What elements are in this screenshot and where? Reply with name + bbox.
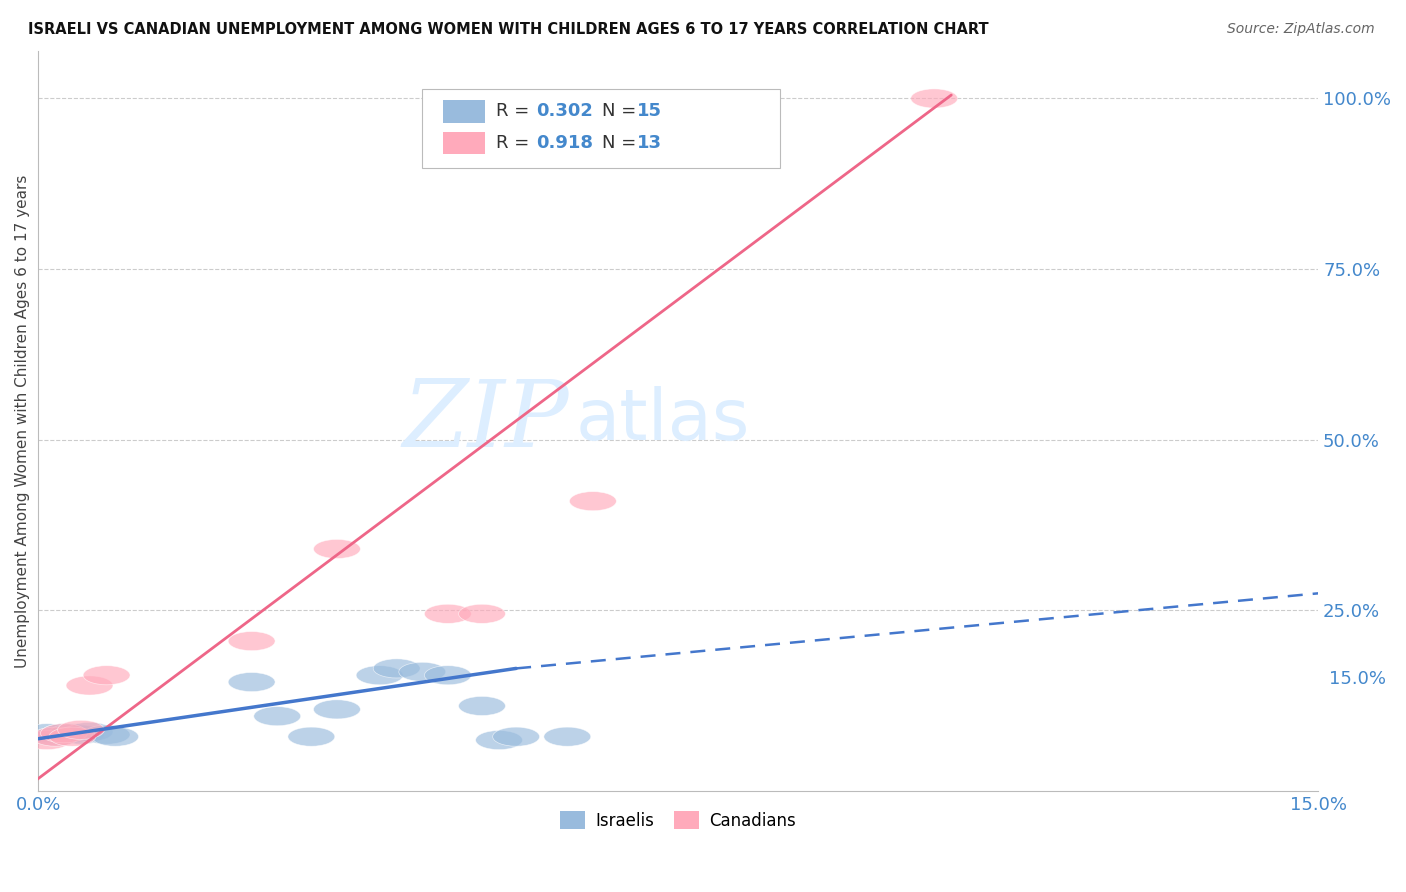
Ellipse shape — [425, 665, 471, 685]
Ellipse shape — [228, 632, 276, 650]
Ellipse shape — [83, 725, 129, 744]
Text: ZIP: ZIP — [404, 376, 569, 466]
Ellipse shape — [544, 727, 591, 747]
Ellipse shape — [458, 604, 506, 624]
Ellipse shape — [91, 727, 139, 747]
Ellipse shape — [569, 491, 616, 511]
Ellipse shape — [253, 706, 301, 726]
Ellipse shape — [49, 723, 96, 743]
Ellipse shape — [32, 727, 79, 747]
Ellipse shape — [356, 665, 404, 685]
Ellipse shape — [399, 662, 446, 681]
Legend: Israelis, Canadians: Israelis, Canadians — [554, 805, 803, 837]
Ellipse shape — [58, 725, 104, 744]
Ellipse shape — [314, 540, 360, 558]
Text: Source: ZipAtlas.com: Source: ZipAtlas.com — [1227, 22, 1375, 37]
Text: 13: 13 — [637, 134, 662, 152]
Ellipse shape — [41, 723, 87, 743]
Ellipse shape — [41, 723, 87, 743]
Ellipse shape — [492, 727, 540, 747]
Text: N =: N = — [602, 134, 641, 152]
Ellipse shape — [66, 723, 112, 741]
Text: R =: R = — [496, 103, 536, 120]
Text: 15.0%: 15.0% — [1329, 670, 1386, 688]
Ellipse shape — [24, 723, 70, 743]
Ellipse shape — [32, 727, 79, 747]
Text: 0.918: 0.918 — [536, 134, 593, 152]
Ellipse shape — [475, 731, 523, 749]
Ellipse shape — [49, 727, 96, 747]
Ellipse shape — [911, 89, 957, 108]
Text: 0.302: 0.302 — [536, 103, 592, 120]
Ellipse shape — [66, 676, 112, 695]
Ellipse shape — [24, 731, 70, 749]
Ellipse shape — [83, 665, 129, 685]
Ellipse shape — [288, 727, 335, 747]
Ellipse shape — [425, 604, 471, 624]
Ellipse shape — [458, 697, 506, 715]
Ellipse shape — [373, 659, 420, 678]
Ellipse shape — [228, 673, 276, 691]
Y-axis label: Unemployment Among Women with Children Ages 6 to 17 years: Unemployment Among Women with Children A… — [15, 174, 30, 668]
Text: atlas: atlas — [576, 386, 751, 456]
Text: 15: 15 — [637, 103, 662, 120]
Text: N =: N = — [602, 103, 641, 120]
Ellipse shape — [314, 700, 360, 719]
Ellipse shape — [58, 721, 104, 739]
Text: ISRAELI VS CANADIAN UNEMPLOYMENT AMONG WOMEN WITH CHILDREN AGES 6 TO 17 YEARS CO: ISRAELI VS CANADIAN UNEMPLOYMENT AMONG W… — [28, 22, 988, 37]
Text: R =: R = — [496, 134, 536, 152]
